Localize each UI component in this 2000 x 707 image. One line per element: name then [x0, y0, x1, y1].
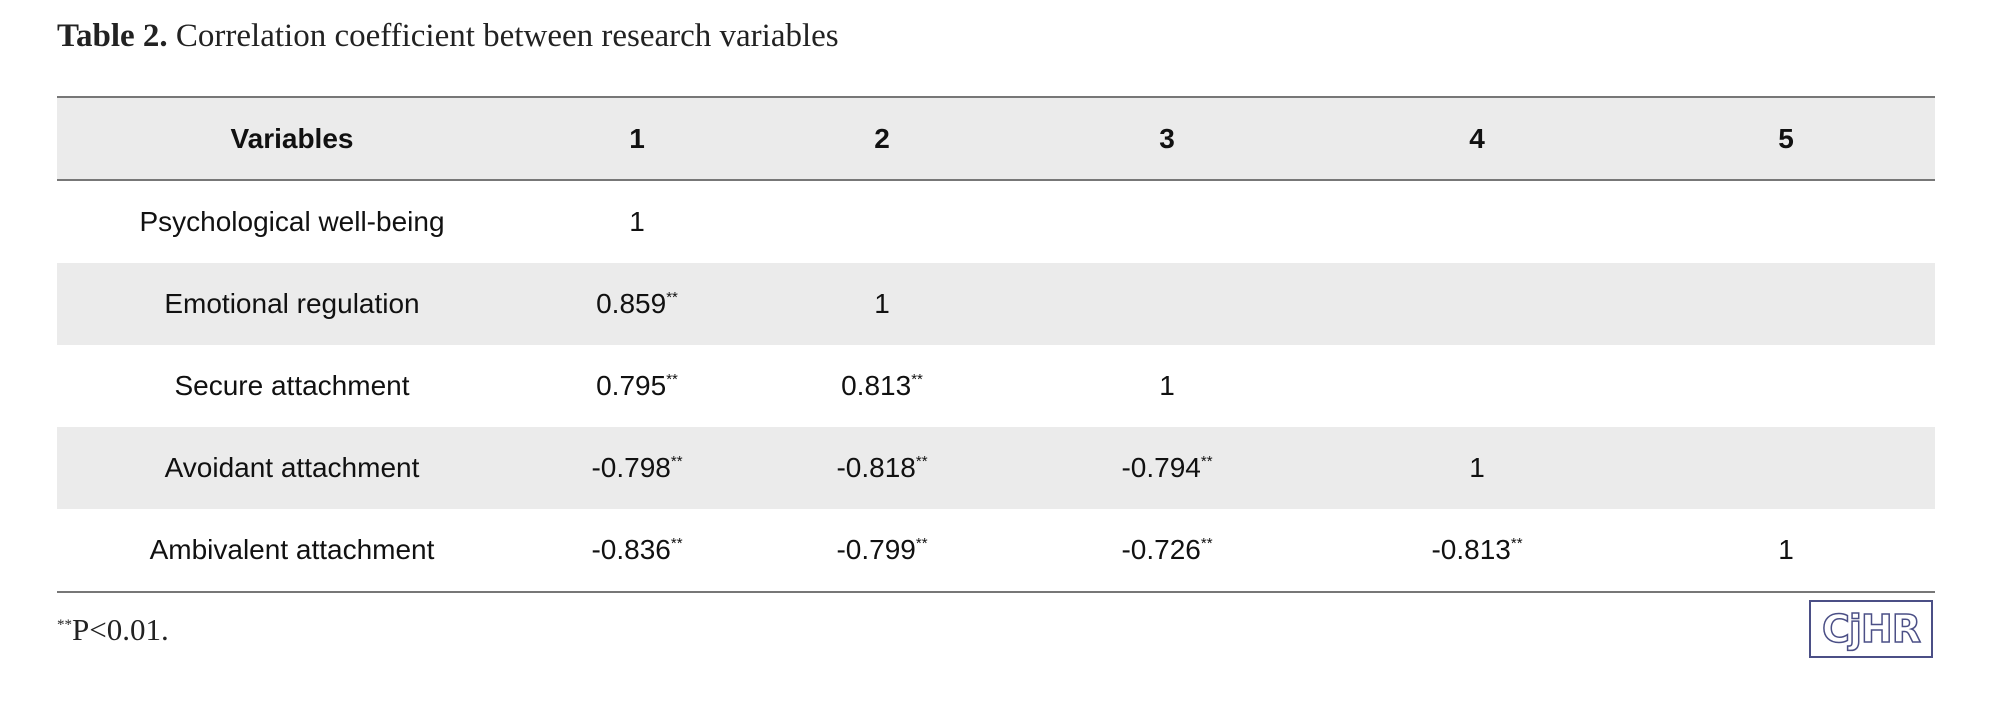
table-row: Ambivalent attachment -0.836** -0.799** -0.… [57, 509, 1935, 592]
column-header: 5 [1778, 122, 1794, 154]
column-header: 2 [874, 122, 890, 154]
significance-mark: ** [670, 535, 683, 552]
cell-value: -0.726 [1121, 534, 1201, 565]
cell-value: 1 [1159, 370, 1175, 401]
journal-logo: CjHR [1809, 600, 1933, 658]
table-cell: 1 [1317, 427, 1637, 509]
table-row: Secure attachment 0.795** 0.813** 1 [57, 345, 1935, 427]
significance-mark: ** [666, 289, 678, 306]
significance-mark: ** [1200, 453, 1213, 470]
column-header: 3 [1159, 122, 1175, 154]
cell-value: 1 [874, 288, 890, 319]
row-label: Avoidant attachment [164, 452, 420, 483]
table-cell: 1 [1017, 345, 1317, 427]
table-cell: -0.794** [1017, 427, 1317, 509]
table-row: Emotional regulation 0.859** 1 [57, 263, 1935, 345]
table-cell: 1 [1637, 509, 1935, 592]
table-cell [1017, 263, 1317, 345]
row-label: Secure attachment [174, 370, 410, 401]
table-cell: 0.813** [747, 345, 1017, 427]
table-cell: -0.799** [747, 509, 1017, 592]
table-caption: Table 2. Correlation coefficient between… [57, 18, 839, 55]
table-cell: -0.836** [527, 509, 747, 592]
column-header: Variables [230, 122, 354, 154]
cell-value: -0.813 [1431, 534, 1511, 565]
footnote-text: P<0.01. [72, 612, 169, 647]
cell-value: 0.795 [596, 370, 667, 401]
column-header: 1 [629, 122, 645, 154]
table-cell: -0.726** [1017, 509, 1317, 592]
cell-value: -0.798 [591, 452, 671, 483]
table-cell [1317, 263, 1637, 345]
table-cell: 0.859** [527, 263, 747, 345]
caption-label: Table 2. [57, 18, 168, 54]
significance-mark: ** [915, 535, 928, 552]
row-label: Ambivalent attachment [149, 534, 435, 565]
table-cell [1637, 180, 1935, 263]
cell-value: -0.799 [836, 534, 916, 565]
table-cell [1017, 180, 1317, 263]
significance-mark: ** [1510, 535, 1523, 552]
table-cell: -0.818** [747, 427, 1017, 509]
cell-value: -0.818 [836, 452, 916, 483]
table-cell [1317, 345, 1637, 427]
table-cell [1317, 180, 1637, 263]
table-cell: -0.798** [527, 427, 747, 509]
cell-value: -0.794 [1121, 452, 1201, 483]
footnote-mark: ** [57, 617, 72, 633]
table-cell [1637, 263, 1935, 345]
table-cell [1637, 345, 1935, 427]
table-cell: 1 [527, 180, 747, 263]
significance-mark: ** [670, 453, 683, 470]
correlation-table: Variables 1 2 3 4 5 Psychological well-being 1… [57, 96, 1935, 593]
cell-value: -0.836 [591, 534, 671, 565]
cell-value: 1 [1778, 534, 1794, 565]
significance-mark: ** [1200, 535, 1213, 552]
row-label: Psychological well-being [139, 206, 445, 237]
table-row: Psychological well-being 1 [57, 180, 1935, 263]
column-header: 4 [1469, 122, 1485, 154]
cell-value: 1 [629, 206, 645, 237]
cell-value: 0.813 [841, 370, 912, 401]
table-cell [1637, 427, 1935, 509]
footnote: **P<0.01. [57, 612, 169, 648]
row-label: Emotional regulation [164, 288, 420, 319]
significance-mark: ** [911, 371, 923, 388]
table-cell: 1 [747, 263, 1017, 345]
table-cell [747, 180, 1017, 263]
table-cell: 0.795** [527, 345, 747, 427]
cell-value: 1 [1469, 452, 1485, 483]
caption-text: Correlation coefficient between research… [175, 18, 839, 54]
header-row: Variables 1 2 3 4 5 [57, 97, 1935, 180]
significance-mark: ** [915, 453, 928, 470]
table-body: Psychological well-being 1 Emotional regul… [57, 180, 1935, 592]
significance-mark: ** [666, 371, 678, 388]
table-cell: -0.813** [1317, 509, 1637, 592]
cell-value: 0.859 [596, 288, 667, 319]
table-row: Avoidant attachment -0.798** -0.818** -0.79… [57, 427, 1935, 509]
